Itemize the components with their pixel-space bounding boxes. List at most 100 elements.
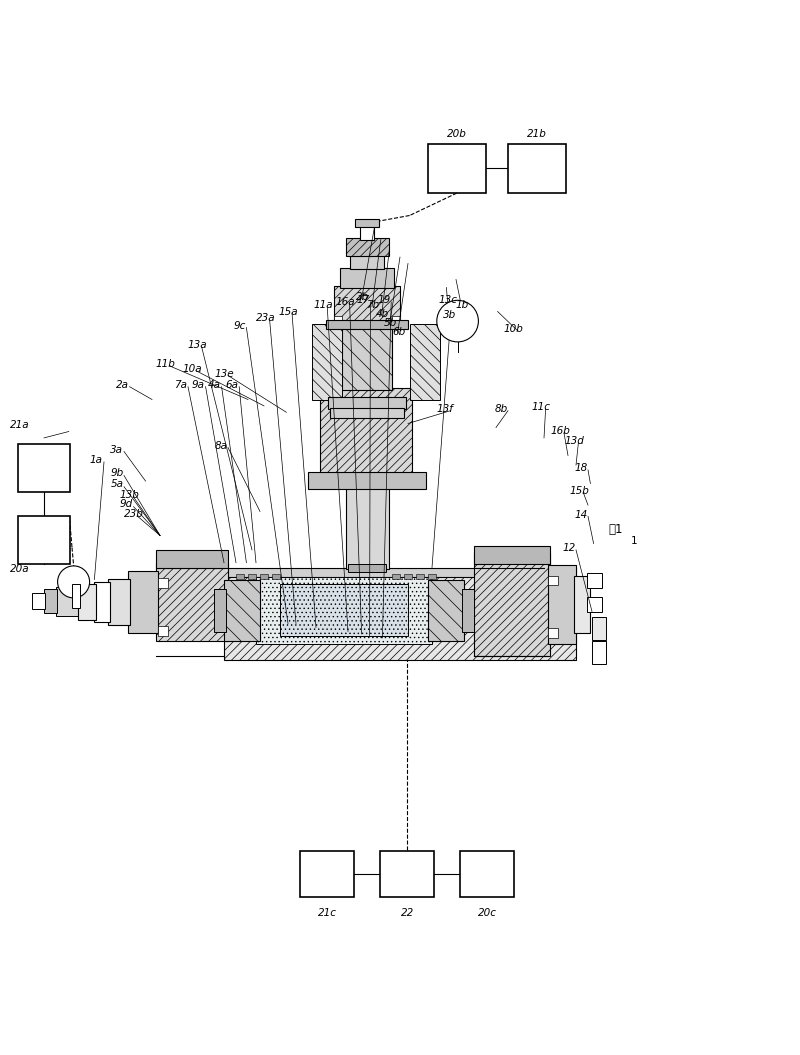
Text: 21c: 21c (318, 908, 337, 918)
Bar (256, 577, 432, 644)
Bar (410, 324, 440, 400)
Bar (355, 218, 379, 227)
Text: 8b: 8b (494, 404, 508, 415)
Bar (78, 583, 96, 619)
Circle shape (58, 565, 90, 598)
Text: 21a: 21a (10, 420, 30, 430)
Bar (248, 574, 256, 579)
Bar (18, 516, 70, 563)
Text: 图1: 图1 (608, 522, 622, 536)
Text: 15b: 15b (570, 485, 590, 496)
Text: 5a: 5a (110, 479, 123, 490)
Text: 20c: 20c (478, 908, 497, 918)
Text: 13b: 13b (120, 490, 140, 500)
Text: 9d: 9d (120, 499, 134, 510)
Bar (380, 850, 434, 897)
Bar (224, 579, 260, 641)
Text: 11a: 11a (314, 300, 334, 310)
Bar (326, 320, 408, 329)
Text: 3a: 3a (110, 445, 123, 455)
Text: 9b: 9b (110, 468, 124, 478)
Bar (592, 617, 606, 639)
Text: 10a: 10a (182, 364, 202, 375)
Text: 6a: 6a (226, 380, 238, 390)
Bar (94, 582, 110, 621)
Bar (334, 286, 400, 326)
Text: 13f: 13f (437, 404, 454, 415)
Bar (128, 571, 158, 633)
Bar (346, 237, 389, 255)
Bar (214, 589, 226, 632)
Bar (474, 553, 550, 655)
Bar (428, 143, 486, 193)
Text: 10b: 10b (504, 324, 524, 334)
Text: 17: 17 (357, 295, 370, 305)
Text: 5b: 5b (384, 318, 398, 328)
Bar (416, 574, 424, 579)
Text: 13c: 13c (438, 295, 458, 305)
Text: 9c: 9c (234, 321, 246, 331)
Bar (44, 589, 57, 613)
Bar (587, 597, 602, 612)
Text: 7a: 7a (174, 380, 187, 390)
Bar (158, 578, 168, 588)
Text: 13a: 13a (188, 340, 208, 350)
Bar (108, 579, 130, 626)
Bar (308, 472, 426, 490)
Bar (18, 443, 70, 492)
Text: 1b: 1b (456, 300, 470, 310)
Text: 1: 1 (630, 536, 637, 546)
Text: 18: 18 (574, 463, 588, 474)
Text: 9a: 9a (192, 380, 205, 390)
Bar (462, 589, 474, 632)
Bar (404, 574, 412, 579)
Text: 7b: 7b (366, 300, 380, 310)
Bar (156, 562, 228, 641)
Bar (392, 315, 400, 324)
Text: 16a: 16a (336, 296, 356, 307)
Bar (392, 574, 400, 579)
Bar (236, 574, 244, 579)
Bar (350, 253, 384, 269)
Bar (332, 474, 402, 483)
Bar (348, 563, 386, 572)
Text: 13e: 13e (214, 369, 234, 379)
Bar (158, 626, 168, 635)
Bar (156, 550, 228, 568)
Text: 23b: 23b (124, 509, 144, 519)
Bar (340, 268, 394, 288)
Bar (56, 587, 80, 615)
Bar (260, 574, 268, 579)
Bar (508, 143, 566, 193)
Bar (592, 641, 606, 664)
Bar (330, 408, 404, 418)
Bar (72, 583, 80, 608)
Bar (428, 574, 436, 579)
Bar (548, 565, 576, 644)
Text: 4b: 4b (376, 309, 390, 319)
Bar (32, 593, 45, 609)
Bar (272, 574, 280, 579)
Text: 21b: 21b (527, 129, 546, 139)
Text: 8a: 8a (214, 441, 227, 450)
Bar (428, 579, 464, 641)
Text: 20a: 20a (10, 564, 30, 574)
Circle shape (437, 301, 478, 342)
Text: 13d: 13d (565, 436, 585, 446)
Text: 3b: 3b (443, 310, 457, 320)
Text: 6b: 6b (392, 326, 406, 337)
Bar (548, 629, 558, 638)
Bar (312, 324, 342, 400)
Text: 16b: 16b (550, 426, 570, 437)
Text: 12: 12 (562, 543, 576, 553)
Text: 14: 14 (574, 510, 588, 520)
Bar (346, 480, 389, 569)
Bar (574, 575, 590, 633)
Bar (334, 315, 342, 324)
Text: 11c: 11c (532, 403, 551, 413)
Text: 19: 19 (378, 295, 391, 305)
Text: 15a: 15a (278, 307, 298, 316)
Text: 23a: 23a (256, 313, 276, 323)
Bar (320, 387, 412, 483)
Bar (474, 545, 550, 563)
